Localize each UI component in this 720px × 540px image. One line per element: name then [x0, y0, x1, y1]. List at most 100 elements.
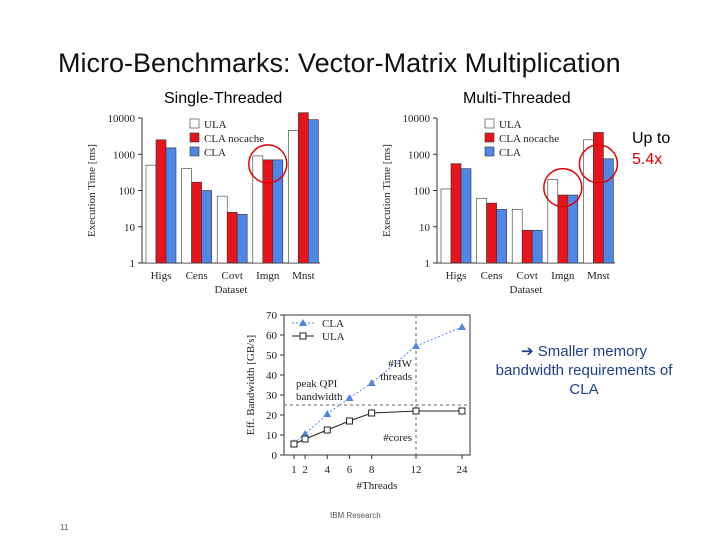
single-threaded-title: Single-Threaded	[164, 90, 283, 107]
y-tick-label: 60	[266, 330, 278, 342]
highlight-circle-imgn	[248, 144, 288, 184]
legend-swatch	[189, 118, 200, 129]
bar-mnst-ula	[288, 130, 299, 264]
point-ula	[412, 407, 420, 415]
page-number: 11	[60, 523, 69, 532]
x-tick-label: Covt	[221, 270, 242, 282]
speedup-upto: Up to	[632, 130, 671, 147]
bar-higs-cla-nocache	[155, 139, 167, 264]
y-tick-label: 40	[266, 370, 278, 382]
multi-threaded-chart: 1 10 100 1000 10000 Execution Time [ms] Higs Ce…	[381, 113, 619, 296]
bar-higs-cla-nocache	[450, 163, 462, 264]
x-tick-label: 12	[411, 464, 422, 476]
point-ula	[345, 417, 353, 425]
y-tick-label: 70	[266, 310, 278, 322]
bar-imgn-ula	[547, 179, 559, 264]
bandwidth-callout: ➔ Smaller memory bandwidth requirements …	[486, 342, 682, 399]
speedup-value: 5.4x	[632, 151, 663, 168]
y-tick-label: 1	[130, 258, 136, 270]
legend-swatch	[484, 146, 495, 157]
legend-label: CLA nocache	[204, 133, 264, 145]
bar-mnst-ula	[583, 139, 594, 264]
point-cla	[367, 379, 376, 386]
legend-label: ULA	[204, 119, 227, 131]
point-cla	[345, 394, 354, 401]
bar-covt-cla-nocache	[521, 229, 533, 264]
hw-threads-label: threads	[380, 371, 412, 383]
x-tick-label: Mnst	[587, 270, 610, 282]
point-ula	[323, 426, 331, 434]
bar-imgn-ula	[252, 155, 264, 264]
legend-swatch	[189, 146, 200, 157]
bar-cens-cla	[201, 190, 212, 264]
bar-imgn-cla	[567, 194, 579, 264]
y-tick-label: 30	[266, 390, 278, 402]
point-ula	[368, 409, 376, 417]
legend-label: CLA	[322, 318, 344, 330]
bar-mnst-cla-nocache	[298, 112, 309, 264]
x-tick-label: Imgn	[551, 270, 575, 282]
y-tick-label: 0	[272, 450, 278, 462]
y-axis-label: Eff. Bandwidth [GB/s]	[245, 335, 257, 435]
y-tick-label: 100	[414, 186, 431, 198]
slide-title: Micro-Benchmarks: Vector-Matrix Multipli…	[58, 48, 621, 78]
multi-threaded-title: Multi-Threaded	[463, 90, 571, 107]
hw-threads-label: #HW	[388, 358, 412, 370]
bar-imgn-cla	[272, 159, 284, 264]
x-tick-label: Cens	[186, 270, 208, 282]
x-tick-label: 24	[457, 464, 469, 476]
bar-covt-cla	[531, 229, 543, 264]
legend-label: CLA	[499, 147, 521, 159]
legend-label: CLA nocache	[499, 133, 559, 145]
x-axis-label: Dataset	[215, 284, 248, 296]
y-tick-label: 10	[419, 222, 431, 234]
bar-higs-ula	[440, 188, 452, 264]
plot-frame	[283, 314, 471, 456]
arrow-icon: ➔	[521, 343, 534, 360]
y-tick-label: 10	[124, 222, 136, 234]
bar-covt-cla-nocache	[226, 212, 238, 264]
y-tick-label: 10000	[108, 113, 136, 125]
x-tick-label: 4	[325, 464, 331, 476]
peak-qpi-label: bandwidth	[296, 391, 343, 403]
bar-mnst-cla-nocache	[593, 132, 604, 264]
footer-text: IBM Research	[330, 511, 381, 520]
peak-qpi-label: peak QPI	[296, 378, 338, 390]
x-axis-label: #Threads	[357, 480, 398, 492]
x-tick-label: Imgn	[256, 270, 280, 282]
point-ula	[458, 407, 466, 415]
legend-marker	[299, 332, 307, 340]
x-tick-label: Cens	[481, 270, 503, 282]
bar-cens-cla-nocache	[486, 202, 497, 264]
point-cla	[412, 342, 420, 349]
highlight-circle-mnst	[578, 144, 619, 184]
point-cla	[323, 410, 332, 417]
y-tick-label: 1000	[408, 149, 431, 161]
bar-imgn-cla-nocache	[262, 159, 274, 264]
x-tick-label: Covt	[516, 270, 537, 282]
y-tick-label: 20	[266, 410, 278, 422]
series-line-ula	[293, 410, 462, 445]
bar-imgn-cla-nocache	[557, 194, 569, 264]
x-tick-label: 8	[369, 464, 375, 476]
y-tick-label: 10000	[403, 113, 431, 125]
bar-cens-cla-nocache	[191, 181, 202, 264]
legend-label: CLA	[204, 147, 226, 159]
speedup-label: Up to 5.4x	[632, 128, 670, 170]
point-cla	[301, 430, 310, 437]
bar-covt-cla	[236, 214, 248, 264]
point-ula	[301, 435, 309, 443]
cores-label: #cores	[383, 432, 412, 444]
legend-swatch	[484, 132, 495, 143]
y-tick-label: 1000	[113, 149, 136, 161]
y-axis-label: Execution Time [ms]	[86, 144, 98, 237]
x-tick-label: 6	[347, 464, 353, 476]
bar-cens-ula	[181, 168, 192, 264]
x-tick-label: 2	[302, 464, 308, 476]
x-tick-label: Higs	[446, 270, 467, 282]
bar-cens-ula	[476, 198, 487, 264]
x-tick-label: Mnst	[292, 270, 315, 282]
highlight-circle-imgn	[543, 167, 583, 208]
single-threaded-chart: 1 10 100 1000 10000 Execution Time [ms] Higs Ce…	[86, 112, 320, 296]
